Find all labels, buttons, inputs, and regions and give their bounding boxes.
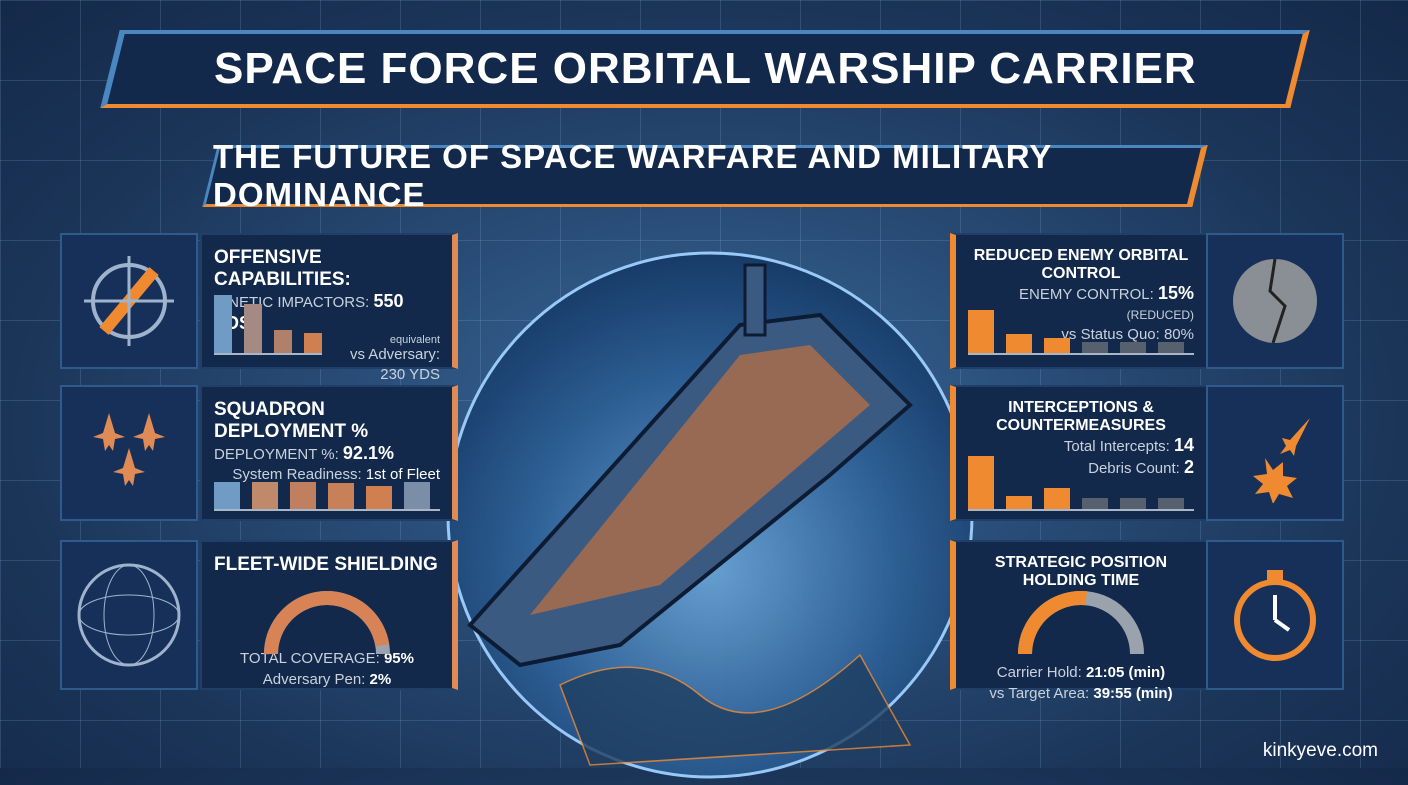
stat-label: vs Target Area:	[989, 685, 1094, 702]
bar	[1158, 342, 1184, 353]
missile-target-icon	[60, 233, 198, 369]
stopwatch-icon	[1206, 540, 1344, 690]
bar	[1006, 333, 1032, 353]
bar	[1006, 495, 1032, 509]
gauge-fill	[264, 591, 390, 655]
bar	[214, 295, 232, 353]
stat-label: vs Status Quo:	[1061, 326, 1164, 343]
offensive-capabilities-panel: OFFENSIVE CAPABILITIES: KINETIC IMPACTOR…	[200, 233, 458, 383]
panel-heading: REDUCED ENEMY ORBITAL CONTROL	[973, 247, 1189, 282]
stat-value: 2	[1183, 457, 1194, 477]
page-title: SPACE FORCE ORBITAL WARSHIP CARRIER	[213, 44, 1197, 93]
interceptions-panel: INTERCEPTIONS & COUNTERMEASURES Total In…	[950, 385, 1208, 521]
stat-label: vs Adversary:	[349, 346, 440, 363]
page-subtitle: THE FUTURE OF SPACE WARFARE AND MILITARY…	[213, 138, 1052, 213]
bar	[328, 483, 354, 509]
panel-heading: SQUADRON DEPLOYMENT %	[214, 399, 369, 442]
stat-value: 1st of Fleet	[365, 466, 440, 483]
bar	[1044, 337, 1070, 353]
stat-value: 2%	[369, 671, 392, 688]
bar	[1044, 487, 1070, 509]
panel-heading: FLEET-WIDE SHIELDING	[214, 554, 438, 575]
stat-suffix: (REDUCED)	[1126, 308, 1194, 322]
credit-watermark: kinkyeve.com	[1262, 740, 1378, 761]
coverage-gauge	[264, 591, 390, 655]
bar	[404, 481, 430, 509]
bar	[1082, 498, 1108, 509]
bar-chart	[968, 456, 1194, 511]
stat-value: 14	[1173, 435, 1194, 455]
stat-label: TOTAL COVERAGE:	[240, 650, 384, 667]
fleet-shielding-panel: FLEET-WIDE SHIELDING TOTAL COVERAGE: 95%…	[200, 540, 458, 690]
fighter-jets-icon	[60, 385, 198, 521]
bar-chart	[214, 471, 440, 511]
bar	[244, 303, 262, 353]
bar-chart	[214, 295, 322, 355]
stat-label: Total Intercepts:	[1063, 438, 1174, 455]
bar	[1082, 342, 1108, 353]
bar	[366, 486, 392, 509]
stat-label: Adversary Pen:	[262, 671, 370, 688]
stat-label: System Readiness:	[232, 466, 366, 483]
stat-label: Carrier Hold:	[996, 664, 1086, 681]
bar	[1120, 498, 1146, 509]
gauge-fill	[1018, 591, 1087, 655]
stat-value: 15%	[1157, 283, 1194, 303]
holding-time-gauge	[1018, 591, 1144, 655]
shield-sphere-icon	[60, 540, 198, 690]
stat-value: 92.1%	[342, 443, 394, 463]
subtitle-banner: THE FUTURE OF SPACE WARFARE AND MILITARY…	[202, 138, 1208, 213]
panel-heading: STRATEGIC POSITION HOLDING TIME	[994, 554, 1168, 589]
enemy-orbital-control-panel: REDUCED ENEMY ORBITAL CONTROL ENEMY CONT…	[950, 233, 1208, 369]
bar	[1120, 342, 1146, 353]
stat-label: Debris Count:	[1088, 460, 1184, 477]
stat-value: 230 YDS	[380, 366, 440, 383]
bar	[252, 481, 278, 509]
stat-note: equivalent	[389, 334, 440, 346]
panel-heading: OFFENSIVE CAPABILITIES:	[214, 247, 351, 290]
bar-chart	[968, 310, 1194, 355]
stat-value: 80%	[1163, 326, 1194, 343]
title-banner: SPACE FORCE ORBITAL WARSHIP CARRIER	[100, 30, 1310, 108]
bar	[290, 482, 316, 509]
stat-label: ENEMY CONTROL:	[1019, 286, 1158, 303]
bar	[304, 332, 322, 353]
stat-value: 21:05 (min)	[1085, 664, 1166, 681]
holding-time-panel: STRATEGIC POSITION HOLDING TIME Carrier …	[950, 540, 1208, 702]
bar	[968, 310, 994, 353]
bar	[1158, 498, 1184, 509]
panel-heading: INTERCEPTIONS & COUNTERMEASURES	[996, 399, 1166, 434]
stat-label: DEPLOYMENT %:	[214, 446, 343, 463]
bar	[214, 482, 240, 509]
squadron-deployment-panel: SQUADRON DEPLOYMENT % DEPLOYMENT %: 92.1…	[200, 385, 458, 521]
stat-value: 39:55 (min)	[1093, 685, 1173, 702]
explosion-jet-icon	[1206, 385, 1344, 521]
stat-value: 95%	[383, 650, 414, 667]
earth-globe	[446, 251, 974, 779]
cracked-moon-icon	[1206, 233, 1344, 369]
bar	[274, 329, 292, 353]
bar	[968, 456, 994, 509]
